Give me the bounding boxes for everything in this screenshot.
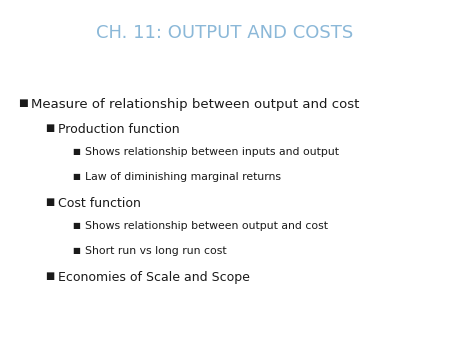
Text: Shows relationship between inputs and output: Shows relationship between inputs and ou… [85, 147, 338, 158]
Text: Shows relationship between output and cost: Shows relationship between output and co… [85, 221, 328, 232]
Text: Cost function: Cost function [58, 197, 140, 210]
Text: ■: ■ [45, 271, 54, 281]
Text: ■: ■ [72, 147, 80, 156]
Text: ■: ■ [45, 197, 54, 207]
Text: Law of diminishing marginal returns: Law of diminishing marginal returns [85, 172, 281, 182]
Text: CH. 11: OUTPUT AND COSTS: CH. 11: OUTPUT AND COSTS [96, 24, 354, 42]
Text: ■: ■ [72, 172, 80, 181]
Text: Economies of Scale and Scope: Economies of Scale and Scope [58, 271, 249, 284]
Text: ■: ■ [18, 98, 28, 108]
Text: Short run vs long run cost: Short run vs long run cost [85, 246, 226, 256]
Text: Measure of relationship between output and cost: Measure of relationship between output a… [31, 98, 359, 111]
Text: ■: ■ [45, 123, 54, 133]
Text: ■: ■ [72, 246, 80, 255]
Text: Production function: Production function [58, 123, 179, 136]
Text: ■: ■ [72, 221, 80, 231]
